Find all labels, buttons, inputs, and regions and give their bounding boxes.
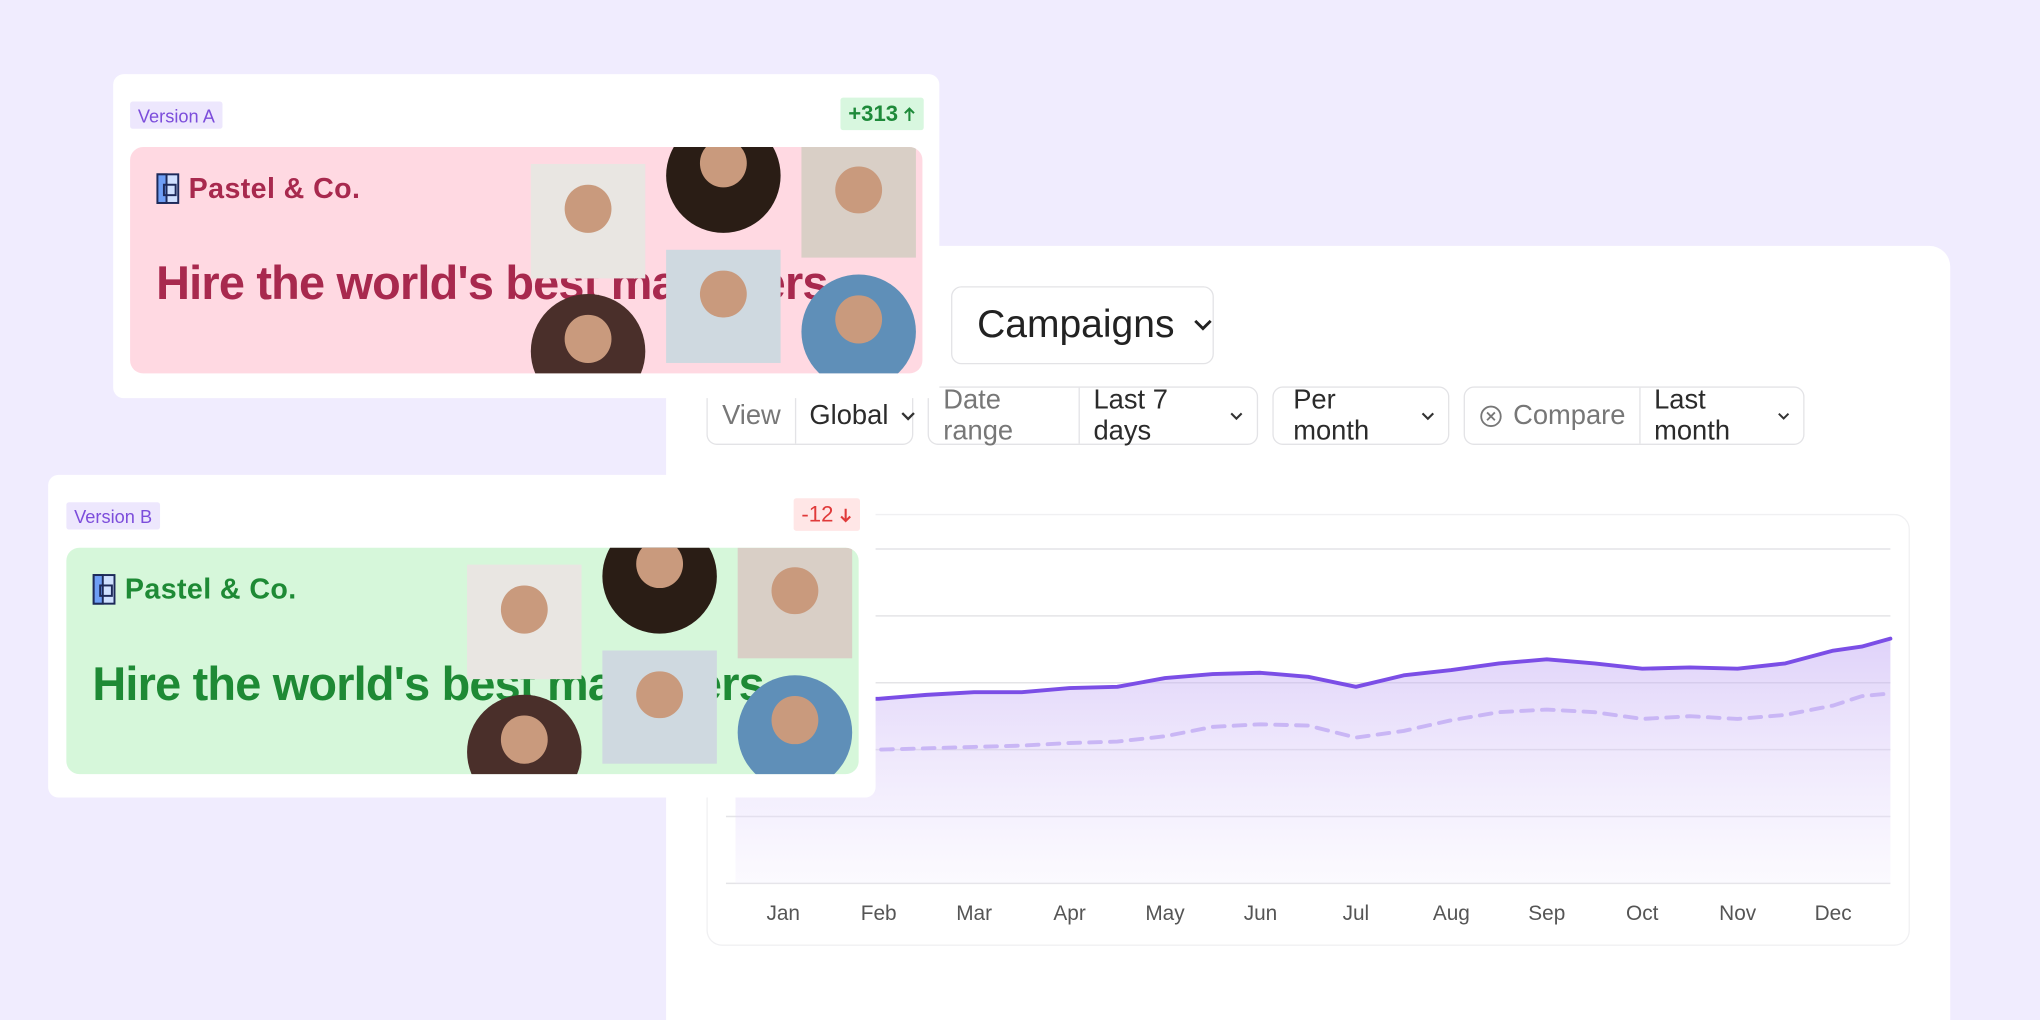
filter-value-text: Global [809,400,889,430]
arrow-up-icon [904,106,916,121]
chevron-icon [901,411,915,420]
delta-badge: +313 [840,97,925,131]
filter-value: Last month [1641,384,1803,446]
photo [530,163,646,279]
brand: Pastel & Co. [92,572,296,606]
delta-value: -12 [801,501,834,527]
photo [467,564,582,680]
version-badge: Version A [130,101,223,129]
x-tick-label: May [1145,902,1185,925]
ad-banner: Pastel & Co. Hire the world's best marke… [66,547,859,775]
x-tick-label: Feb [861,902,897,925]
line [733,636,1893,701]
arrow-down-icon [839,508,851,522]
filter-value-text: Per month [1293,384,1370,446]
x-tick-label: Apr [1053,902,1085,925]
date-range-filter[interactable]: Date range Last 7 days [927,384,1259,446]
filter-value: Global [796,400,928,431]
photo [666,147,781,233]
area [735,638,1891,884]
photo [666,249,781,363]
photo [801,147,916,258]
x-tick-label: Jul [1343,902,1370,925]
chevron-icon [1421,411,1434,420]
chevron-icon [1230,412,1243,420]
x-tick-label: Dec [1815,902,1852,925]
x-tick-label: Jun [1244,902,1278,925]
x-tick-label: Sep [1528,902,1565,925]
x-tick-label: Jan [766,902,800,925]
interval-filter[interactable]: Per month [1272,384,1450,446]
ad-banner: Pastel & Co. Hire the world's best marke… [130,147,923,374]
delta-badge: -12 [793,498,860,531]
x-tick-label: Aug [1433,902,1470,925]
x-tick-label: Oct [1626,902,1659,925]
filter-label: Compare [1465,387,1642,444]
version-b-card: Version B -12 Pastel & Co. Hire the worl… [48,474,876,798]
close-circle-icon[interactable] [1479,404,1502,427]
photo [602,650,717,764]
filter-label: View [708,387,797,444]
campaigns-dropdown[interactable]: Campaigns [951,286,1214,365]
compare-filter[interactable]: Compare Last month [1463,384,1805,446]
delta-value: +313 [848,100,899,126]
filter-label: Date range [929,384,1081,446]
filter-value-text: Last month [1654,384,1731,446]
photo [737,675,853,775]
line [733,691,1893,753]
brand: Pastel & Co. [156,172,360,206]
photo [602,547,717,634]
brand-name: Pastel & Co. [188,171,361,205]
x-tick-label: Mar [956,902,992,925]
photo [801,274,916,374]
brand-name: Pastel & Co. [124,572,297,605]
chevron-icon [1778,412,1790,420]
chevron-icon [1193,319,1212,331]
version-badge: Version B [66,502,160,530]
filter-label-text: Compare [1513,400,1626,430]
version-a-card: Version A +313 Pastel & Co. Hire the wor… [113,74,940,399]
filter-value-text: Last 7 days [1093,384,1168,446]
filter-value: Per month [1280,384,1448,446]
campaigns-label: Campaigns [977,303,1175,347]
brand-logo [92,574,116,605]
brand-logo [156,173,180,204]
photo [737,547,853,659]
x-tick-label: Nov [1719,902,1757,925]
filter-value: Last 7 days [1080,384,1256,446]
